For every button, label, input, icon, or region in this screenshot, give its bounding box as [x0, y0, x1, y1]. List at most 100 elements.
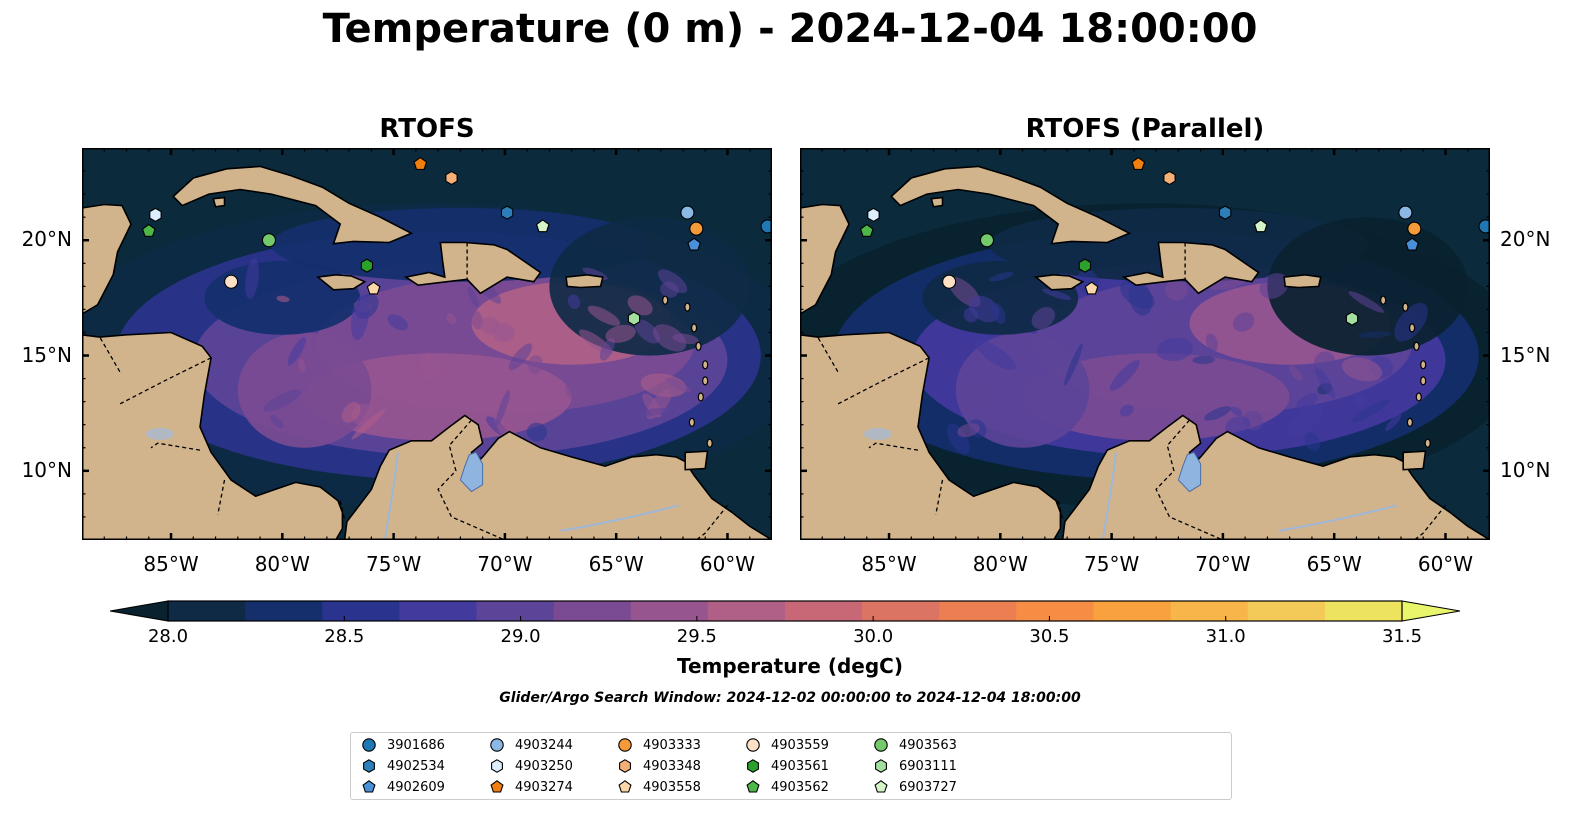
- sst-eddy: [245, 258, 260, 300]
- pentagon-marker-icon: [618, 780, 632, 793]
- sst-eddy: [526, 422, 548, 442]
- sst-eddy: [605, 324, 636, 343]
- sst-field-contour: [1022, 353, 1290, 441]
- land-island: [702, 360, 709, 370]
- land-trinidad: [1402, 450, 1427, 471]
- x-tick-label: 75°W: [365, 552, 422, 576]
- marker-4903348: [445, 170, 458, 186]
- land-isle-of-youth: [930, 196, 944, 208]
- marker-4903333: [689, 221, 704, 236]
- land-island: [702, 376, 709, 386]
- sst-eddy: [495, 389, 510, 427]
- legend-label: 4903274: [515, 779, 573, 795]
- sst-eddy: [1314, 351, 1336, 372]
- lake-nicaragua: [863, 427, 892, 440]
- sst-eddy: [565, 377, 588, 401]
- circle-marker-icon: [874, 738, 888, 752]
- colorbar-tick-label: 30.0: [853, 626, 894, 647]
- y-tick-label-left: 10°N: [21, 457, 72, 482]
- sst-eddy: [975, 340, 1016, 370]
- legend-marker-6903727: [874, 780, 888, 793]
- legend-item: 4903244: [489, 737, 573, 753]
- legend-label: 4903348: [643, 758, 701, 774]
- sst-eddy: [989, 272, 1014, 282]
- sst-eddy: [599, 337, 615, 361]
- marker-4903558: [1084, 281, 1099, 295]
- land-island: [697, 392, 704, 402]
- land-hispaniola: [403, 241, 542, 295]
- colorbar-segment: [1016, 601, 1095, 621]
- x-tick-label: 85°W: [143, 552, 199, 576]
- sst-eddy: [1119, 404, 1134, 417]
- sst-eddy: [1233, 312, 1255, 332]
- legend-marker-4903333: [618, 738, 632, 752]
- sst-eddy: [298, 358, 306, 373]
- colorbar-tick-label: 29.5: [676, 626, 717, 647]
- land-island: [662, 295, 669, 305]
- sst-eddy: [287, 337, 306, 366]
- marker-4903562: [141, 223, 156, 237]
- sst-eddy: [957, 423, 980, 438]
- marker-4903559: [224, 274, 239, 289]
- sst-eddy: [660, 281, 679, 298]
- map-frame: [82, 148, 772, 540]
- hexagon-marker-icon: [363, 759, 375, 773]
- circle-marker-icon: [362, 738, 376, 752]
- colorbar-segment: [630, 601, 709, 621]
- sst-eddy: [419, 352, 441, 381]
- land-island: [1406, 417, 1414, 427]
- country-border: [1155, 419, 1224, 540]
- sst-eddy: [1128, 280, 1153, 316]
- sst-eddy: [276, 295, 290, 303]
- legend-marker-4903558: [618, 780, 632, 793]
- legend-label: 4903558: [643, 779, 701, 795]
- legend-label: 4903250: [515, 758, 573, 774]
- land-island: [1380, 295, 1387, 305]
- pentagon-marker-icon: [362, 780, 376, 793]
- sst-eddy: [1156, 337, 1193, 362]
- sst-eddy: [1358, 331, 1392, 338]
- sst-eddy: [269, 414, 284, 429]
- legend-marker-4903561: [747, 759, 759, 773]
- sst-eddy: [1164, 279, 1188, 301]
- sst-eddy: [627, 295, 653, 316]
- sst-eddy: [991, 303, 1006, 325]
- sst-eddy: [657, 269, 688, 294]
- legend-label: 4903244: [515, 737, 573, 753]
- land-island: [1415, 392, 1422, 402]
- sst-eddy: [1192, 355, 1215, 365]
- y-tick-label-right: 15°N: [1500, 342, 1551, 367]
- colorbar-under-arrow: [110, 600, 169, 622]
- sst-eddy: [1394, 302, 1428, 342]
- legend-label: 4903559: [771, 737, 829, 753]
- sst-eddy: [1354, 394, 1368, 408]
- colorbar-over-arrow: [1401, 600, 1460, 622]
- marker-4903563: [979, 233, 995, 248]
- hexagon-marker-icon: [875, 759, 887, 773]
- sst-eddy: [653, 324, 687, 352]
- country-border: [935, 479, 944, 515]
- circle-marker-icon: [618, 738, 632, 752]
- country-border: [217, 479, 226, 515]
- land-cuba: [890, 165, 1132, 245]
- legend-item: 4903250: [489, 758, 573, 774]
- legend-item: 4903348: [617, 758, 701, 774]
- hexagon-marker-icon: [747, 759, 759, 773]
- y-tick-label-left: 20°N: [21, 227, 72, 252]
- sst-field-contour: [237, 332, 372, 448]
- colorbar-segment: [399, 601, 478, 621]
- colorbar-segment: [245, 601, 323, 621]
- sst-eddy: [1348, 291, 1384, 313]
- x-tick-label: 70°W: [1195, 552, 1251, 576]
- sst-eddy: [672, 333, 699, 344]
- sst-eddy: [1042, 288, 1072, 300]
- land-jamaica: [1033, 273, 1085, 291]
- y-tick-label-left: 15°N: [21, 342, 72, 367]
- colorbar-tick-label: 31.5: [1381, 626, 1423, 647]
- legend: 3901686 4902534 4902609 4903244 4903250 49032…: [350, 732, 1232, 800]
- legend-marker-4903563: [874, 738, 888, 752]
- sst-eddy: [1205, 333, 1218, 351]
- country-border: [150, 442, 201, 451]
- legend-item: 4903558: [617, 779, 701, 795]
- x-tick-label: 65°W: [588, 552, 644, 576]
